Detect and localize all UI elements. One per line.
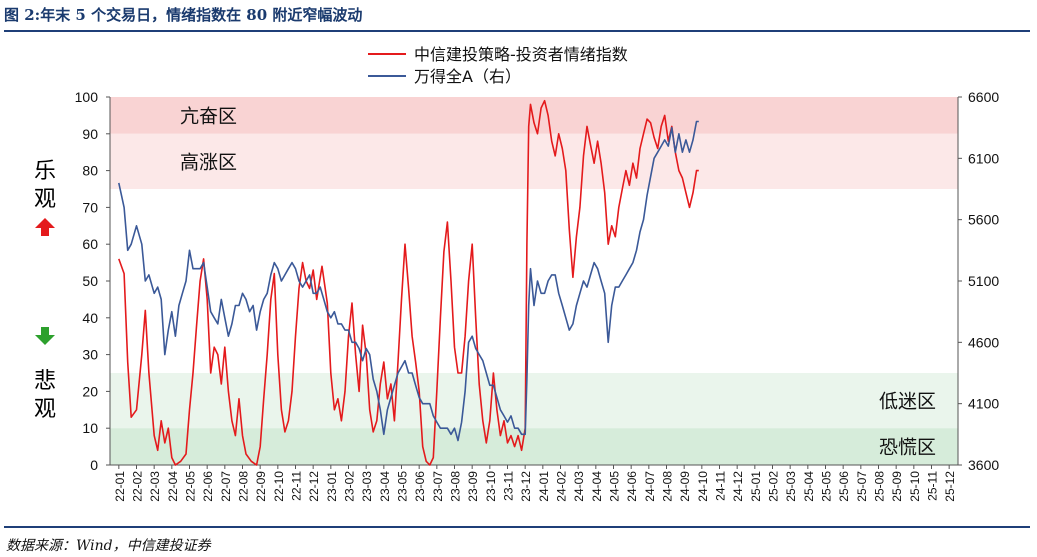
optimistic-label: 乐 观 <box>34 159 56 236</box>
y-right-tick-label: 5100 <box>968 273 999 289</box>
x-tick-label: 24-07 <box>643 471 657 502</box>
zone-band <box>110 373 958 429</box>
x-tick-label: 25-08 <box>873 471 887 502</box>
source-rule <box>4 526 1030 528</box>
x-tick-label: 23-06 <box>413 471 427 502</box>
x-tick-label: 22-04 <box>166 471 180 502</box>
pessimistic-char-2: 观 <box>34 397 56 422</box>
x-tick-label: 24-10 <box>696 471 710 502</box>
legend-label: 中信建投策略-投资者情绪指数 <box>414 45 628 64</box>
x-tick-label: 22-06 <box>201 471 215 502</box>
source-note: 数据来源：Wind，中信建投证券 <box>6 538 211 554</box>
y-left-tick-label: 50 <box>82 273 98 289</box>
zone-band <box>110 97 958 134</box>
axes-layer: 0 10 20 30 40 50 60 70 80 90 100 3600 4100 4600 5100 56… <box>75 89 1000 502</box>
series-line-wind-a <box>118 120 699 442</box>
optimistic-char-2: 观 <box>34 187 56 212</box>
x-tick-label: 22-07 <box>219 471 233 502</box>
x-tick-label: 25-06 <box>837 471 851 502</box>
x-tick-label: 23-08 <box>449 471 463 502</box>
y-left-tick-label: 60 <box>82 236 98 252</box>
y-left-tick-label: 30 <box>82 347 98 363</box>
arrow-down-icon <box>35 327 55 345</box>
x-tick-label: 23-01 <box>325 471 339 502</box>
x-tick-label: 24-03 <box>572 471 586 502</box>
optimistic-char-1: 乐 <box>34 159 56 184</box>
pessimistic-label: 悲 观 <box>34 327 56 422</box>
x-tick-label: 25-09 <box>890 471 904 502</box>
x-tick-label: 23-07 <box>431 471 445 502</box>
x-tick-label: 25-12 <box>943 471 957 502</box>
x-tick-label: 23-10 <box>484 471 498 502</box>
legend-label: 万得全A（右） <box>414 67 521 86</box>
zone-band <box>110 133 958 189</box>
x-tick-label: 25-01 <box>749 471 763 502</box>
y-left-tick-label: 0 <box>90 457 98 473</box>
x-tick-label: 22-09 <box>254 471 268 502</box>
x-tick-label: 24-04 <box>590 471 604 502</box>
x-tick-label: 24-11 <box>714 471 728 501</box>
y-right-tick-label: 4600 <box>968 334 999 350</box>
x-tick-label: 22-03 <box>148 471 162 502</box>
zone-label: 高涨区 <box>180 151 237 173</box>
series-line-sentiment <box>118 99 699 466</box>
y-left-tick-label: 70 <box>82 199 98 215</box>
zone-band <box>110 428 958 465</box>
y-right-tick-label: 5600 <box>968 212 999 228</box>
x-tick-label: 23-03 <box>360 471 374 502</box>
x-tick-label: 24-08 <box>661 471 675 502</box>
x-tick-label: 23-02 <box>343 471 357 502</box>
x-tick-label: 24-05 <box>608 471 622 502</box>
x-tick-label: 24-02 <box>555 471 569 502</box>
y-right-tick-label: 6100 <box>968 150 999 166</box>
x-tick-label: 25-11 <box>926 471 940 501</box>
x-tick-label: 25-03 <box>784 471 798 502</box>
x-tick-label: 22-08 <box>237 471 251 502</box>
x-tick-label: 22-02 <box>131 471 145 502</box>
x-tick-label: 25-02 <box>767 471 781 502</box>
y-left-tick-label: 90 <box>82 126 98 142</box>
y-right-tick-label: 3600 <box>968 457 999 473</box>
y-right-tick-label: 4100 <box>968 396 999 412</box>
y-right-tick-label: 6600 <box>968 89 999 105</box>
zone-label: 亢奋区 <box>180 105 237 127</box>
x-tick-label: 22-10 <box>272 471 286 502</box>
y-left-tick-label: 10 <box>82 420 98 436</box>
x-tick-label: 23-04 <box>378 471 392 502</box>
figure-title: 图 2:年末 5 个交易日，情绪指数在 80 附近窄幅波动 <box>4 6 363 24</box>
zone-label: 低迷区 <box>879 391 936 413</box>
y-left-tick-label: 80 <box>82 163 98 179</box>
y-left-tick-label: 40 <box>82 310 98 326</box>
x-tick-label: 23-12 <box>519 471 533 502</box>
x-tick-label: 25-05 <box>820 471 834 502</box>
pessimistic-char-1: 悲 <box>34 369 56 394</box>
x-tick-label: 24-09 <box>678 471 692 502</box>
x-tick-label: 23-11 <box>502 471 516 501</box>
zone-label: 恐慌区 <box>879 437 936 459</box>
x-tick-label: 25-04 <box>802 471 816 502</box>
x-tick-label: 22-11 <box>290 471 304 501</box>
x-tick-label: 22-05 <box>184 471 198 502</box>
y-left-tick-label: 100 <box>75 89 99 105</box>
series-layer <box>118 99 699 466</box>
x-tick-label: 24-06 <box>625 471 639 502</box>
x-tick-label: 22-01 <box>113 471 127 502</box>
x-tick-label: 24-01 <box>537 471 551 502</box>
x-tick-label: 25-07 <box>855 471 869 502</box>
y-left-tick-label: 20 <box>82 383 98 399</box>
arrow-up-icon <box>35 218 55 236</box>
title-rule <box>4 30 1030 32</box>
x-tick-label: 23-05 <box>396 471 410 502</box>
x-tick-label: 25-10 <box>908 471 922 502</box>
x-tick-label: 22-12 <box>307 471 321 502</box>
x-tick-label: 24-12 <box>731 471 745 502</box>
x-tick-label: 23-09 <box>466 471 480 502</box>
